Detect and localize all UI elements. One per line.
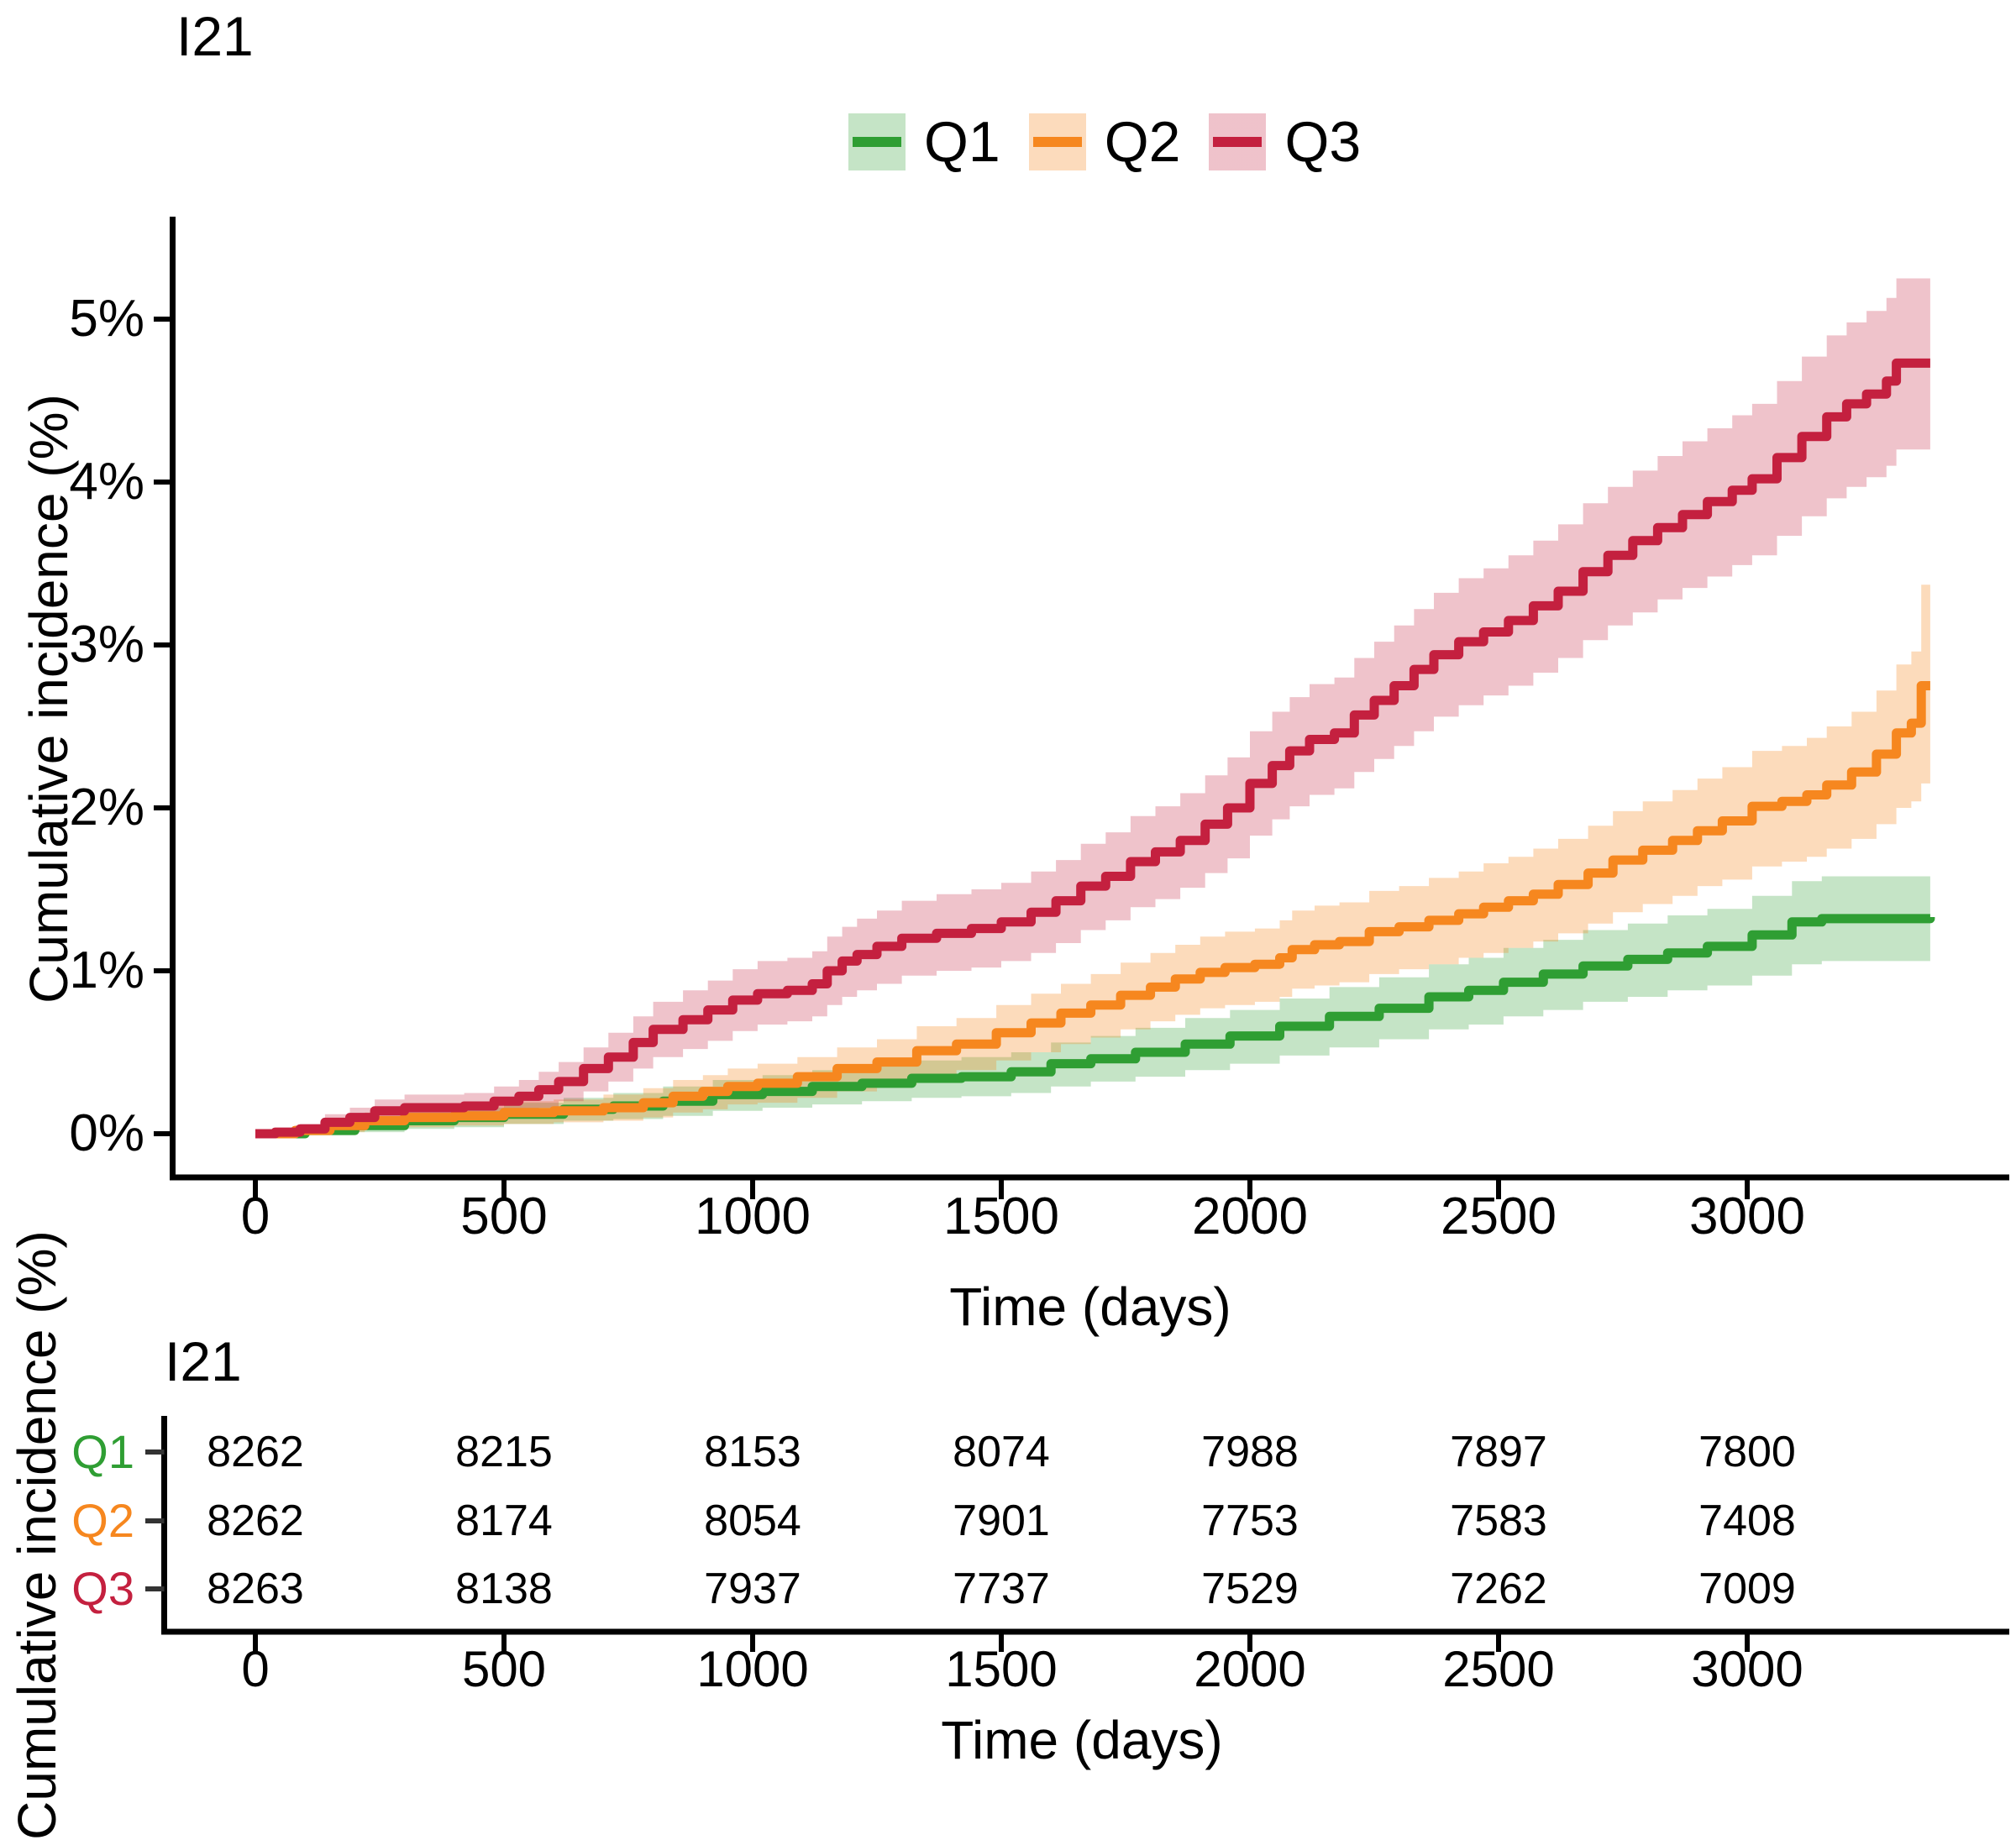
y-tick-label: 5% xyxy=(69,290,144,348)
risk-count: 8262 xyxy=(207,1497,304,1545)
figure-root: I21 Q1 Q2 Q3 0% 1% 2% 3% 4% 5% 0 500 1000 1500 2000 2… xyxy=(7,5,2009,1840)
curve-Q2 xyxy=(255,681,1930,1139)
risk-count: 7897 xyxy=(1450,1428,1547,1476)
x-tick-label: 3000 xyxy=(1689,1187,1805,1245)
main-chart-title: I21 xyxy=(176,5,254,67)
x-tick-label: 2500 xyxy=(1441,1187,1557,1245)
y-tick-label: 2% xyxy=(69,778,144,836)
legend-key-swatch-Q1 xyxy=(848,113,906,170)
x-tick-label: 1000 xyxy=(695,1187,811,1245)
risk-count: 8054 xyxy=(704,1497,801,1545)
risk-table-row-label-Q3: Q3 xyxy=(71,1562,134,1615)
ci-band-Q2 xyxy=(255,585,1930,1134)
table-x-tick-label: 3000 xyxy=(1691,1641,1803,1697)
risk-count: 7937 xyxy=(704,1565,801,1613)
x-tick-label: 1500 xyxy=(943,1187,1059,1245)
legend-line-sample-Q3 xyxy=(1213,137,1263,147)
risk-table-y-axis-label: Cumulative incidence (%) xyxy=(7,1230,67,1840)
risk-table-title: I21 xyxy=(165,1330,242,1392)
legend-line-sample-Q2 xyxy=(1032,137,1082,147)
y-tick-label: 0% xyxy=(69,1104,144,1162)
risk-count: 7800 xyxy=(1698,1428,1796,1476)
legend-key-swatch-Q3 xyxy=(1209,113,1267,170)
incidence-curves xyxy=(255,358,1935,1139)
legend-label-Q2: Q2 xyxy=(1104,110,1181,174)
risk-table-row-label-Q1: Q1 xyxy=(71,1425,134,1478)
legend-key-swatch-Q2 xyxy=(1028,113,1086,170)
risk-count: 7988 xyxy=(1201,1428,1299,1476)
legend-label-Q1: Q1 xyxy=(924,110,1000,174)
legend-line-sample-Q1 xyxy=(853,137,901,147)
risk-count: 7262 xyxy=(1450,1565,1547,1613)
risk-count: 7009 xyxy=(1698,1565,1796,1613)
risk-count: 7901 xyxy=(953,1497,1050,1545)
risk-count: 8215 xyxy=(455,1428,553,1476)
legend-item-Q3: Q3 xyxy=(1209,113,1361,170)
y-tick-label: 4% xyxy=(69,453,144,511)
x-tick-label: 0 xyxy=(240,1187,270,1245)
risk-count: 8153 xyxy=(704,1428,801,1476)
ci-band-Q1 xyxy=(255,876,1930,1134)
risk-count: 8174 xyxy=(455,1497,553,1545)
risk-count: 7753 xyxy=(1201,1497,1299,1545)
y-axis-title: Cumulative incidence (%) xyxy=(18,394,79,1004)
legend-item-Q2: Q2 xyxy=(1028,110,1181,174)
risk-count: 8074 xyxy=(953,1428,1050,1476)
risk-count: 7583 xyxy=(1450,1497,1547,1545)
risk-count: 7408 xyxy=(1698,1497,1796,1545)
risk-table-row-label-Q2: Q2 xyxy=(71,1494,134,1547)
risk-count: 7737 xyxy=(953,1565,1050,1613)
x-tick-label: 500 xyxy=(460,1187,548,1245)
risk-count: 8262 xyxy=(207,1428,304,1476)
legend-label-Q3: Q3 xyxy=(1284,110,1362,174)
risk-count: 7529 xyxy=(1201,1565,1299,1613)
table-x-tick-label: 1500 xyxy=(945,1641,1058,1697)
confidence-bands xyxy=(255,278,1930,1134)
y-tick-label: 1% xyxy=(69,941,144,999)
y-tick-label: 3% xyxy=(69,616,144,674)
curve-Q3 xyxy=(255,358,1930,1139)
x-axis-title: Time (days) xyxy=(949,1276,1231,1337)
risk-table-x-axis-title: Time (days) xyxy=(941,1710,1223,1770)
risk-count: 8138 xyxy=(455,1565,553,1613)
plot-canvas xyxy=(145,217,2009,1652)
legend: Q1 Q2 Q3 xyxy=(848,113,1361,170)
axes xyxy=(145,217,2009,1652)
table-x-tick-label: 2000 xyxy=(1194,1641,1306,1697)
table-x-tick-label: 0 xyxy=(241,1641,270,1697)
risk-count: 8263 xyxy=(207,1565,304,1613)
table-x-tick-label: 1000 xyxy=(696,1641,809,1697)
x-tick-label: 2000 xyxy=(1192,1187,1308,1245)
legend-item-Q1: Q1 xyxy=(848,113,1000,170)
table-x-tick-label: 2500 xyxy=(1442,1641,1555,1697)
table-x-tick-label: 500 xyxy=(461,1641,547,1697)
